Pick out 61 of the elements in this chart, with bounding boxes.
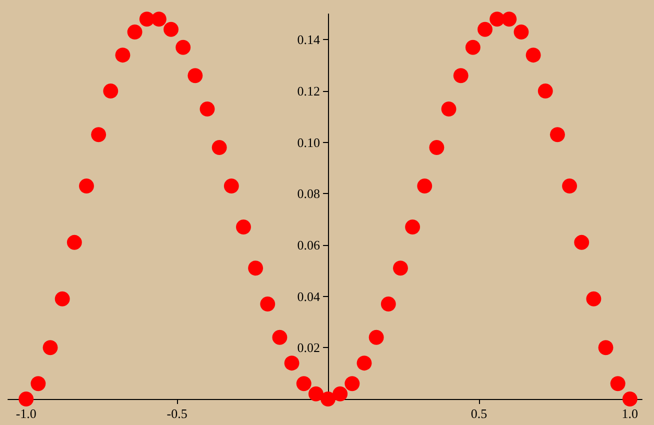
point xyxy=(18,392,34,406)
point xyxy=(465,40,480,55)
x-tick-label: 1.0 xyxy=(622,406,638,421)
point xyxy=(598,340,614,356)
point xyxy=(308,386,324,402)
y-tick-label: 0.14 xyxy=(297,32,321,48)
y-tick-label: 0.12 xyxy=(297,84,320,98)
point xyxy=(151,12,166,27)
point xyxy=(115,48,130,63)
point xyxy=(176,40,191,55)
point xyxy=(526,48,541,63)
point xyxy=(284,356,300,371)
point xyxy=(392,260,408,276)
point xyxy=(502,12,517,27)
point xyxy=(586,291,602,306)
point xyxy=(453,68,468,84)
point xyxy=(248,260,264,276)
point xyxy=(30,376,46,392)
point xyxy=(127,24,142,40)
y-tick-label: 0.08 xyxy=(297,186,320,202)
y-tick-label: 0.10 xyxy=(297,134,320,150)
point xyxy=(296,376,312,392)
point xyxy=(236,220,251,235)
point xyxy=(42,340,58,356)
point xyxy=(356,356,372,371)
y-tick-label: 0.04 xyxy=(297,288,321,304)
point xyxy=(344,376,360,392)
point xyxy=(54,291,70,306)
point xyxy=(66,234,82,250)
point xyxy=(514,24,529,40)
point xyxy=(405,220,420,235)
point xyxy=(478,22,493,37)
point xyxy=(550,127,565,142)
point xyxy=(260,296,276,312)
point xyxy=(368,330,384,345)
point xyxy=(320,392,336,406)
point xyxy=(79,178,94,194)
point xyxy=(224,178,239,194)
point xyxy=(417,178,432,194)
point xyxy=(610,376,626,392)
x-tick-label: -1.0 xyxy=(16,406,36,421)
point xyxy=(538,84,553,98)
point xyxy=(164,22,179,37)
x-tick-label: -0.5 xyxy=(166,406,188,421)
x-tick-label: 0.5 xyxy=(470,406,488,421)
point xyxy=(380,296,396,312)
point xyxy=(188,68,203,84)
point xyxy=(574,234,590,250)
point xyxy=(562,178,578,194)
point xyxy=(332,386,348,402)
point xyxy=(272,330,288,345)
y-tick-label: 0.02 xyxy=(297,340,320,356)
point xyxy=(441,101,456,116)
point xyxy=(103,84,118,98)
point xyxy=(91,127,106,142)
point xyxy=(212,140,227,155)
y-tick-label: 0.06 xyxy=(297,238,321,252)
point xyxy=(490,12,505,27)
point xyxy=(429,140,444,155)
point xyxy=(200,101,215,116)
point xyxy=(622,392,638,406)
